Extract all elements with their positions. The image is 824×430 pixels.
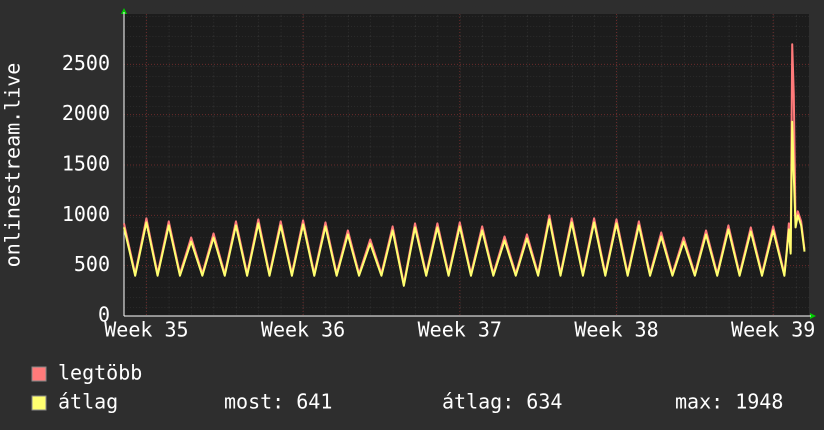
- y-axis-label: onlinestream.live: [1, 63, 25, 268]
- legend-label: legtöbb: [58, 361, 142, 385]
- y-tick-label: 2000: [62, 101, 110, 125]
- x-tick-label: Week 35: [104, 318, 188, 342]
- y-tick-label: 1000: [62, 202, 110, 226]
- y-tick-label: 500: [74, 252, 110, 276]
- legend-label: átlag: [58, 390, 118, 414]
- x-tick-label: Week 36: [261, 318, 345, 342]
- legend-swatch: [31, 366, 47, 382]
- x-tick-label: Week 39: [731, 318, 815, 342]
- x-tick-label: Week 37: [418, 318, 502, 342]
- legend-stat: max: 1948: [675, 390, 783, 414]
- y-tick-label: 1500: [62, 152, 110, 176]
- legend-swatch: [31, 395, 47, 411]
- y-tick-label: 2500: [62, 51, 110, 75]
- chart-layer: 0 500 1000 1500 2000 2500 Week 35 Week 36 Week 3…: [31, 12, 815, 414]
- y-tick-label: 0: [98, 303, 110, 327]
- legend-stat: most: 641: [224, 390, 332, 414]
- legend-stat: átlag: 634: [442, 390, 562, 414]
- axis-arrow: [121, 8, 127, 14]
- axis-arrow: [810, 313, 816, 319]
- x-tick-label: Week 38: [574, 318, 658, 342]
- series-line: [123, 120, 806, 287]
